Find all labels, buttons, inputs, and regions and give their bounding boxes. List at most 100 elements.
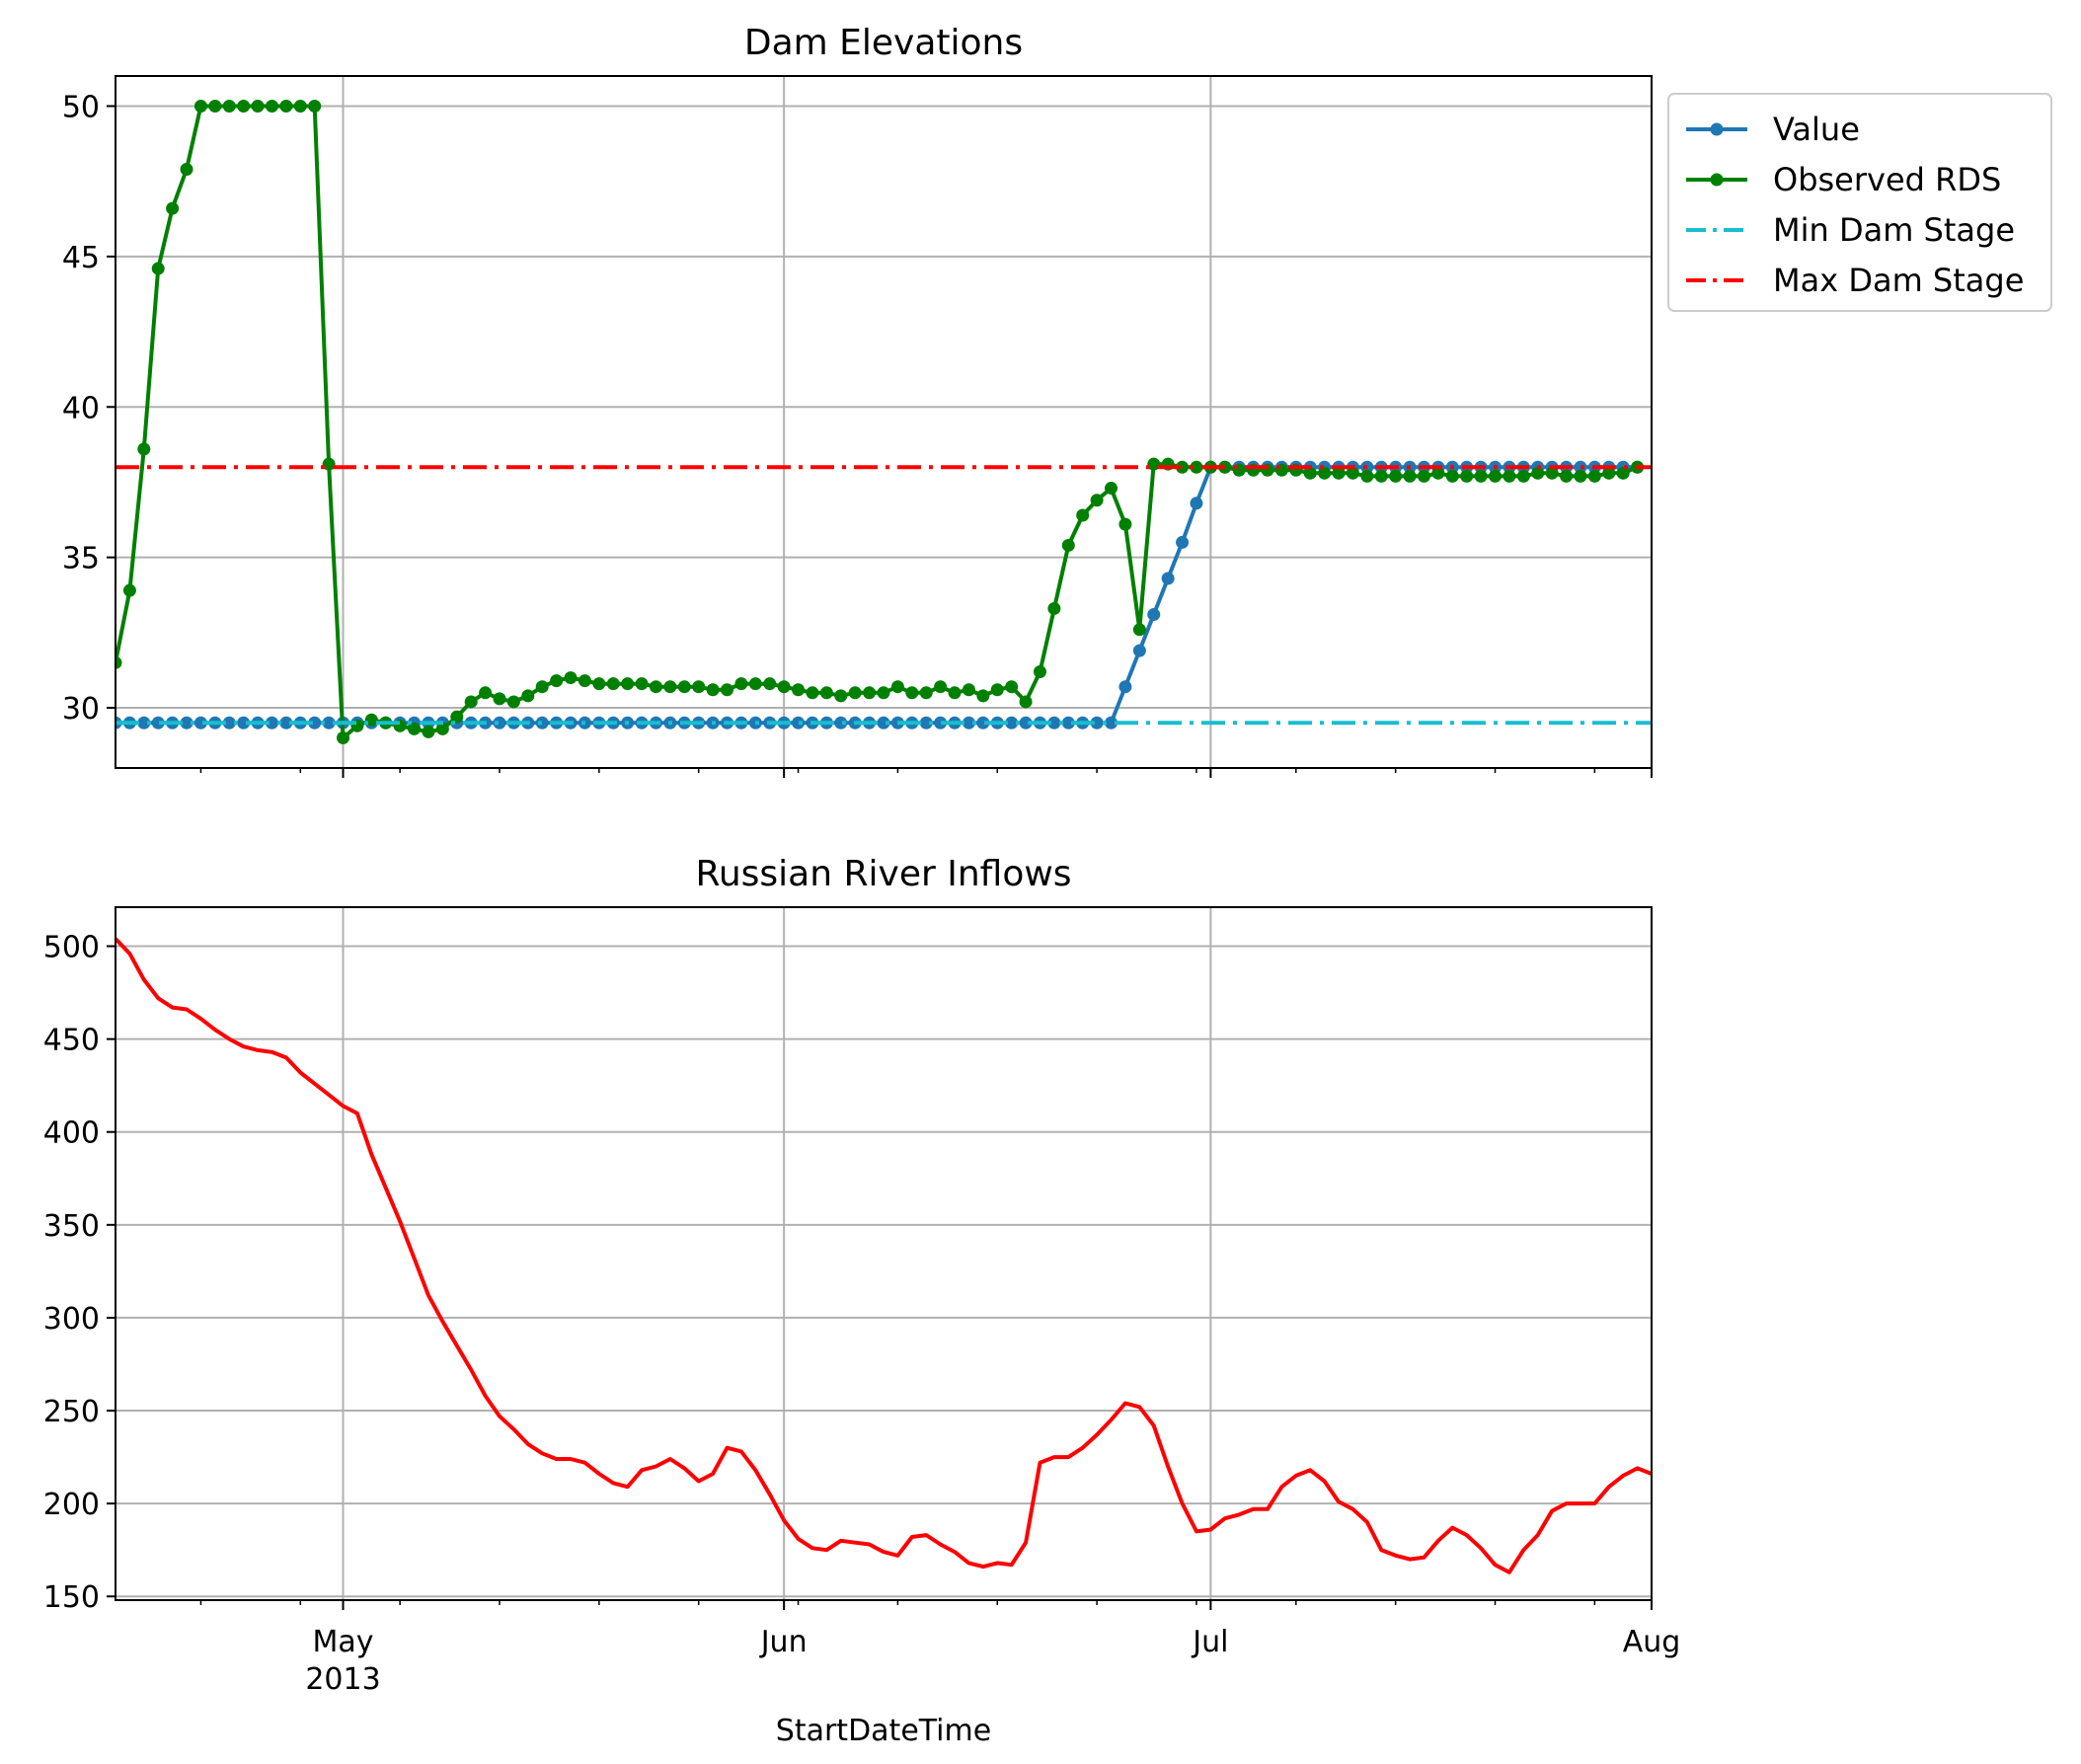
point-value-63 [1005, 716, 1019, 729]
point-value-103 [1574, 460, 1587, 474]
point-value-58 [934, 716, 948, 729]
point-observed-rds-34 [592, 677, 606, 691]
point-observed-rds-4 [166, 201, 180, 215]
point-observed-rds-21 [408, 722, 422, 735]
point-observed-rds-16 [337, 731, 350, 745]
point-observed-rds-97 [1489, 469, 1503, 483]
point-observed-rds-52 [848, 686, 862, 700]
text-layer: Dam Elevations Russian River Inflows Sta… [43, 23, 1681, 1748]
legend-label-value: Value [1773, 111, 1860, 148]
point-value-3 [151, 716, 165, 729]
legend-entry-value: Value [1686, 111, 1860, 148]
legend-label-max-dam-stage: Max Dam Stage [1773, 262, 2024, 299]
point-value-76 [1190, 497, 1203, 510]
ytick-label-1-400: 400 [43, 1116, 100, 1151]
point-observed-rds-6 [193, 99, 207, 113]
point-value-2 [137, 716, 151, 729]
legend-entry-observed-rds: Observed RDS [1686, 161, 2001, 198]
point-value-6 [193, 716, 207, 729]
point-observed-rds-51 [834, 689, 848, 703]
point-observed-rds-65 [1033, 664, 1046, 678]
point-observed-rds-10 [251, 99, 265, 113]
legend-frame [1667, 93, 2052, 312]
legend-entry-min-dam-stage: Min Dam Stage [1686, 211, 2015, 249]
ytick-label-0-35: 35 [62, 542, 100, 576]
point-observed-rds-12 [279, 99, 293, 113]
point-observed-rds-45 [748, 677, 762, 691]
point-value-60 [962, 716, 975, 729]
point-observed-rds-42 [706, 683, 720, 697]
point-value-75 [1176, 535, 1190, 549]
chart-title-russian-river-inflows: Russian River Inflows [695, 854, 1071, 894]
point-observed-rds-13 [293, 99, 307, 113]
point-observed-rds-27 [493, 692, 506, 706]
point-observed-rds-31 [550, 674, 564, 688]
point-observed-rds-7 [208, 99, 222, 113]
point-value-30 [535, 716, 549, 729]
point-value-11 [265, 716, 278, 729]
point-observed-rds-44 [734, 677, 748, 691]
point-observed-rds-11 [265, 99, 278, 113]
point-observed-rds-105 [1602, 466, 1616, 480]
point-observed-rds-56 [905, 686, 919, 700]
point-observed-rds-92 [1417, 469, 1430, 483]
point-observed-rds-93 [1431, 466, 1445, 480]
point-observed-rds-38 [649, 680, 662, 694]
point-observed-rds-61 [976, 689, 990, 703]
ytick-label-1-500: 500 [43, 931, 100, 965]
point-value-5 [180, 716, 193, 729]
point-value-27 [493, 716, 506, 729]
point-observed-rds-62 [990, 683, 1004, 697]
point-observed-rds-71 [1118, 517, 1132, 531]
point-value-64 [1019, 716, 1033, 729]
legend-label-observed-rds: Observed RDS [1773, 161, 2001, 198]
point-observed-rds-95 [1460, 469, 1474, 483]
point-value-71 [1118, 680, 1132, 694]
point-observed-rds-3 [151, 262, 165, 275]
point-observed-rds-40 [677, 680, 691, 694]
point-value-12 [279, 716, 293, 729]
legend-marker-value [1710, 122, 1724, 136]
point-observed-rds-99 [1516, 469, 1530, 483]
point-observed-rds-55 [890, 680, 904, 694]
xtick-sublabel-2013: 2013 [305, 1662, 380, 1697]
point-observed-rds-69 [1090, 494, 1104, 507]
point-observed-rds-90 [1389, 469, 1403, 483]
point-observed-rds-104 [1587, 469, 1601, 483]
point-value-72 [1132, 644, 1146, 657]
point-observed-rds-9 [237, 99, 251, 113]
point-observed-rds-28 [506, 695, 520, 709]
point-observed-rds-84 [1303, 466, 1317, 480]
point-observed-rds-36 [621, 677, 635, 691]
axes-frame-1 [115, 906, 1653, 1601]
point-observed-rds-29 [521, 689, 535, 703]
point-observed-rds-72 [1132, 623, 1146, 637]
point-value-14 [308, 716, 322, 729]
point-observed-rds-101 [1545, 466, 1559, 480]
point-observed-rds-103 [1574, 469, 1587, 483]
point-value-73 [1147, 608, 1161, 622]
ytick-label-0-50: 50 [62, 90, 100, 124]
point-observed-rds-100 [1531, 466, 1545, 480]
point-observed-rds-54 [877, 686, 890, 700]
point-observed-rds-41 [692, 680, 706, 694]
point-observed-rds-98 [1503, 469, 1516, 483]
point-observed-rds-43 [721, 683, 734, 697]
point-observed-rds-14 [308, 99, 322, 113]
point-observed-rds-70 [1105, 482, 1118, 496]
xtick-label-jul: Jul [1191, 1625, 1228, 1659]
point-observed-rds-49 [806, 686, 819, 700]
point-value-57 [919, 716, 933, 729]
ytick-label-1-450: 450 [43, 1024, 100, 1058]
ytick-label-1-250: 250 [43, 1395, 100, 1429]
point-observed-rds-25 [464, 695, 478, 709]
point-observed-rds-66 [1047, 601, 1061, 615]
point-observed-rds-57 [919, 686, 933, 700]
point-observed-rds-30 [535, 680, 549, 694]
point-observed-rds-24 [450, 710, 464, 724]
point-value-70 [1105, 716, 1118, 729]
point-observed-rds-106 [1616, 466, 1630, 480]
point-observed-rds-67 [1061, 538, 1075, 552]
point-value-74 [1161, 572, 1175, 585]
